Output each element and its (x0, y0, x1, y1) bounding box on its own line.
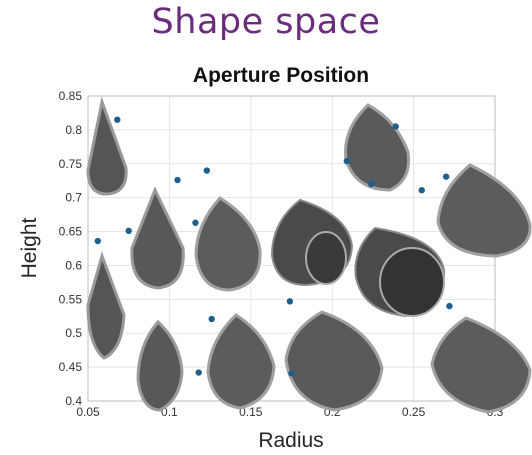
shell-image (436, 163, 532, 258)
y-tick-label: 0.75 (59, 157, 83, 171)
shell-images (86, 96, 532, 414)
scatter-points (94, 116, 453, 377)
x-tick-label: 0.15 (239, 405, 263, 419)
slide-heading: Shape space (151, 2, 381, 42)
y-tick-label: 0.7 (65, 191, 82, 205)
scatter-point (418, 187, 425, 194)
y-axis-ticks: 0.4 0.45 0.5 0.55 0.6 0.65 0.7 0.75 0.8 0.85 (59, 89, 83, 408)
shell-image (130, 186, 185, 290)
shell-image (354, 226, 446, 318)
shell-image (284, 310, 384, 412)
shell-image (194, 196, 262, 292)
scatter-point (174, 176, 181, 184)
scatter-point (392, 123, 399, 130)
shell-image (86, 96, 128, 196)
y-tick-label: 0.45 (59, 360, 83, 374)
y-tick-label: 0.65 (59, 225, 83, 239)
shell-image (343, 103, 411, 192)
scatter-point (288, 370, 295, 377)
y-tick-label: 0.8 (65, 123, 82, 137)
scatter-point (343, 157, 351, 165)
shell-image (270, 198, 354, 287)
y-tick-label: 0.4 (65, 394, 82, 408)
shell-image (206, 313, 276, 410)
scatter-point (208, 315, 215, 323)
y-tick-label: 0.85 (59, 89, 83, 103)
x-axis-ticks: 0.050.10.150.20.250.3 (76, 405, 503, 419)
scatter-point (125, 227, 132, 235)
y-axis-label: Height (18, 217, 41, 278)
scatter-point (446, 302, 453, 310)
x-tick-label: 0.05 (76, 405, 100, 419)
scatter-point (192, 219, 199, 226)
y-tick-label: 0.5 (65, 326, 82, 340)
shell-image (430, 316, 532, 414)
y-tick-label: 0.6 (65, 258, 82, 272)
scatter-point (286, 298, 294, 305)
scatter-point (114, 116, 121, 123)
shell-image (86, 251, 126, 360)
y-tick-label: 0.55 (59, 292, 83, 306)
x-axis-label: Radius (258, 429, 323, 452)
scatter-point (94, 237, 101, 245)
scatter-point (203, 167, 211, 174)
scatter-point (442, 173, 450, 180)
scatter-point (195, 369, 202, 376)
chart-title: Aperture Position (193, 64, 369, 87)
scatter-point (368, 180, 375, 188)
shell-image (136, 319, 184, 412)
x-tick-label: 0.25 (402, 405, 426, 419)
